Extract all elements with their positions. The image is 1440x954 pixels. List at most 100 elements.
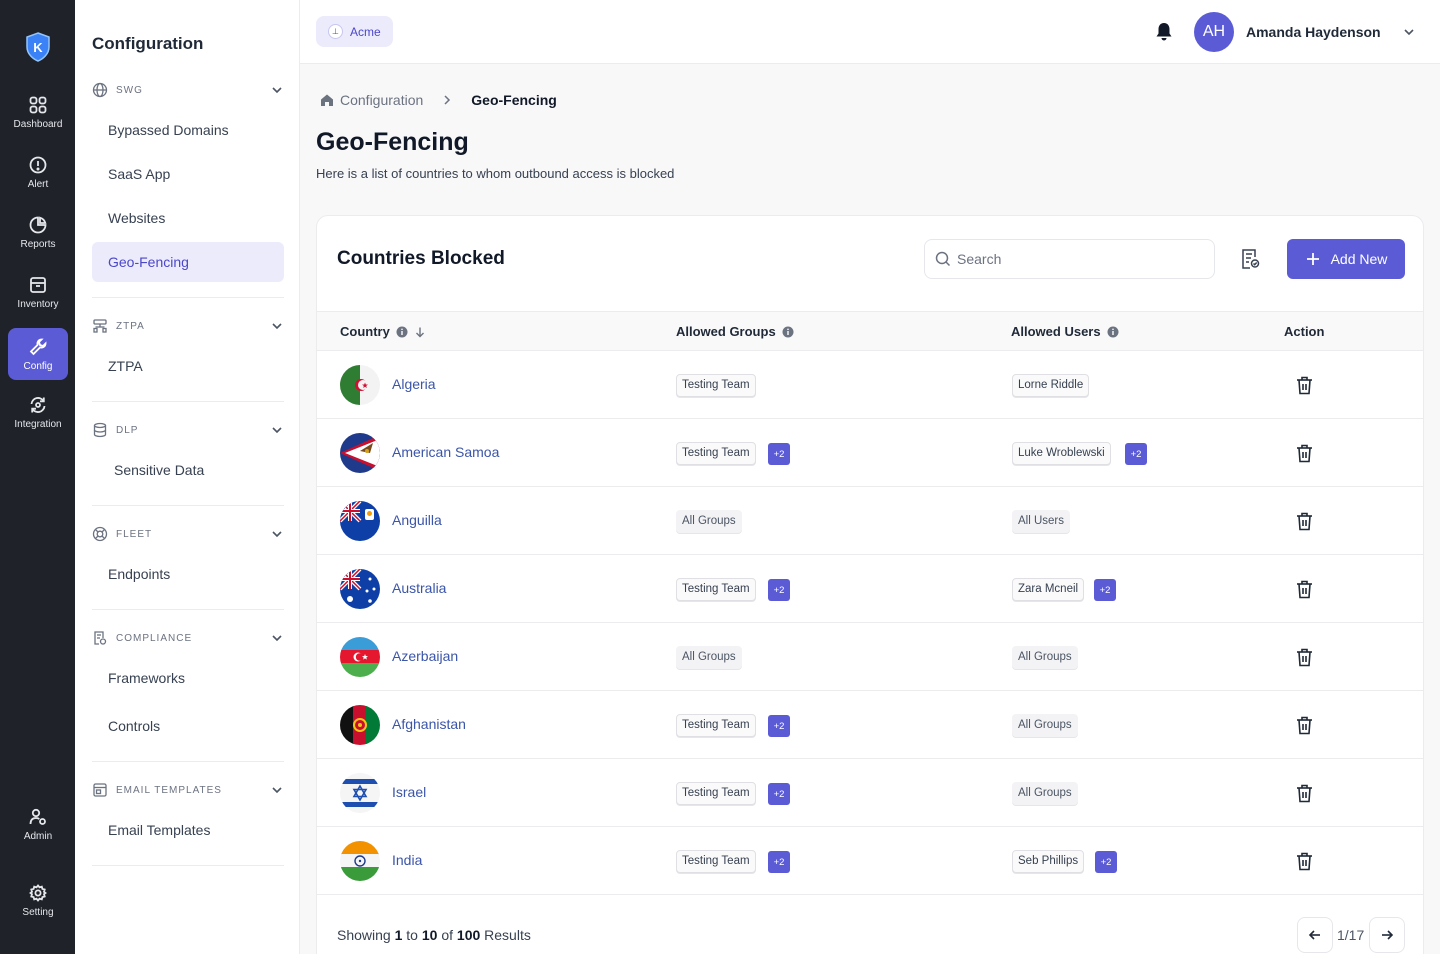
section-label: SWG	[116, 84, 143, 96]
compliance-doc-icon	[94, 631, 107, 645]
more-groups-badge[interactable]: +2	[768, 715, 790, 737]
app-logo-icon[interactable]: K	[25, 32, 51, 62]
chevron-down-icon[interactable]	[1402, 25, 1416, 39]
sidebar-item-email-templates[interactable]: Email Templates	[108, 822, 211, 838]
chevron-down-icon[interactable]	[270, 319, 284, 333]
sidebar-item-geo-fencing[interactable]: Geo-Fencing	[92, 242, 284, 282]
chevron-down-icon[interactable]	[270, 631, 284, 645]
pie-chart-icon	[29, 216, 47, 233]
search-input[interactable]	[957, 251, 1197, 267]
search-box[interactable]	[924, 239, 1215, 279]
sidebar-item-bypassed-domains[interactable]: Bypassed Domains	[108, 122, 229, 138]
country-name[interactable]: Afghanistan	[392, 716, 466, 732]
chevron-down-icon[interactable]	[270, 527, 284, 541]
country-name[interactable]: Azerbaijan	[392, 648, 459, 664]
australia-flag-icon	[340, 569, 380, 609]
sidebar-item-sensitive-data[interactable]: Sensitive Data	[114, 462, 205, 478]
user-tag: All Groups	[1012, 646, 1078, 669]
chevron-down-icon[interactable]	[270, 423, 284, 437]
section-compliance[interactable]: COMPLIANCE	[92, 628, 284, 648]
country-name[interactable]: Australia	[392, 580, 447, 596]
user-tag: All Groups	[1012, 714, 1078, 737]
trash-icon[interactable]	[1296, 716, 1313, 735]
section-email-templates[interactable]: EMAIL TEMPLATES	[92, 780, 284, 800]
section-label: COMPLIANCE	[116, 632, 193, 644]
user-name[interactable]: Amanda Haydenson	[1246, 24, 1381, 40]
rail-item-dashboard[interactable]: Dashboard	[8, 86, 68, 138]
column-country[interactable]: Country	[340, 324, 426, 339]
country-name[interactable]: Israel	[392, 784, 427, 800]
more-groups-badge[interactable]: +2	[768, 783, 790, 805]
chevron-down-icon[interactable]	[270, 83, 284, 97]
divider	[92, 505, 284, 506]
breadcrumb-current: Geo-Fencing	[471, 92, 557, 108]
rail-item-config[interactable]: Config	[8, 328, 68, 380]
rail-item-integration[interactable]: Integration	[8, 386, 68, 438]
add-new-button[interactable]: Add New	[1287, 239, 1405, 279]
showing-word: Showing	[337, 927, 391, 943]
section-fleet[interactable]: FLEET	[92, 524, 284, 544]
plus-icon	[1306, 253, 1319, 265]
algeria-flag-icon	[340, 365, 380, 405]
sidebar-item-controls[interactable]: Controls	[108, 718, 161, 734]
more-users-badge[interactable]: +2	[1095, 851, 1117, 873]
column-action: Action	[1284, 324, 1324, 339]
group-tag: Testing Team	[676, 442, 756, 465]
next-page-button[interactable]	[1369, 917, 1405, 953]
arrow-right-icon	[1382, 930, 1394, 940]
sidebar-item-frameworks[interactable]: Frameworks	[108, 670, 186, 686]
trash-icon[interactable]	[1296, 580, 1313, 599]
rail-item-setting[interactable]: Setting	[8, 874, 68, 926]
info-icon[interactable]	[782, 326, 794, 338]
rail-label: Integration	[14, 418, 62, 430]
trash-icon[interactable]	[1296, 784, 1313, 803]
avatar[interactable]: AH	[1194, 12, 1234, 52]
section-ztpa[interactable]: ZTPA	[92, 316, 284, 336]
rail-label: Setting	[22, 906, 54, 918]
rail-item-reports[interactable]: Reports	[8, 206, 68, 258]
rail-item-admin[interactable]: Admin	[8, 798, 68, 850]
more-users-badge[interactable]: +2	[1094, 579, 1116, 601]
bell-icon[interactable]	[1153, 21, 1175, 43]
trash-icon[interactable]	[1296, 512, 1313, 531]
group-tag: Testing Team	[676, 850, 756, 873]
country-name[interactable]: American Samoa	[392, 444, 500, 460]
country-name[interactable]: India	[392, 852, 423, 868]
lifebuoy-icon	[92, 526, 108, 542]
trash-icon[interactable]	[1296, 376, 1313, 395]
more-groups-badge[interactable]: +2	[768, 579, 790, 601]
org-switcher[interactable]: ⊥ Acme	[316, 16, 393, 47]
trash-icon[interactable]	[1296, 444, 1313, 463]
column-label: Allowed Users	[1011, 324, 1101, 339]
rail-label: Config	[23, 360, 53, 372]
chevron-down-icon[interactable]	[270, 783, 284, 797]
table-row: Anguilla All Groups All Users	[317, 487, 1423, 555]
page-title: Geo-Fencing	[316, 128, 469, 156]
arrow-down-icon[interactable]	[414, 326, 426, 338]
sidebar-item-ztpa[interactable]: ZTPA	[108, 358, 143, 374]
section-swg[interactable]: SWG	[92, 80, 284, 100]
country-name[interactable]: Anguilla	[392, 512, 442, 528]
user-tag: Lorne Riddle	[1012, 374, 1090, 397]
more-groups-badge[interactable]: +2	[768, 851, 790, 873]
info-icon[interactable]	[396, 326, 408, 338]
country-name[interactable]: Algeria	[392, 376, 436, 392]
home-icon[interactable]	[320, 93, 334, 107]
sidebar-item-saas-app[interactable]: SaaS App	[108, 166, 171, 182]
rail-item-inventory[interactable]: Inventory	[8, 266, 68, 318]
prev-page-button[interactable]	[1297, 917, 1333, 953]
trash-icon[interactable]	[1296, 852, 1313, 871]
export-report-icon[interactable]	[1241, 248, 1261, 270]
divider	[92, 401, 284, 402]
network-icon	[93, 319, 107, 333]
more-groups-badge[interactable]: +2	[768, 443, 790, 465]
sidebar-item-websites[interactable]: Websites	[108, 210, 166, 226]
sidebar-item-endpoints[interactable]: Endpoints	[108, 566, 171, 582]
rail-item-alert[interactable]: Alert	[8, 146, 68, 198]
more-users-badge[interactable]: +2	[1125, 443, 1147, 465]
section-dlp[interactable]: DLP	[92, 420, 284, 440]
rail-label: Inventory	[17, 298, 59, 310]
info-icon[interactable]	[1107, 326, 1119, 338]
trash-icon[interactable]	[1296, 648, 1313, 667]
breadcrumb-parent[interactable]: Configuration	[340, 92, 424, 108]
